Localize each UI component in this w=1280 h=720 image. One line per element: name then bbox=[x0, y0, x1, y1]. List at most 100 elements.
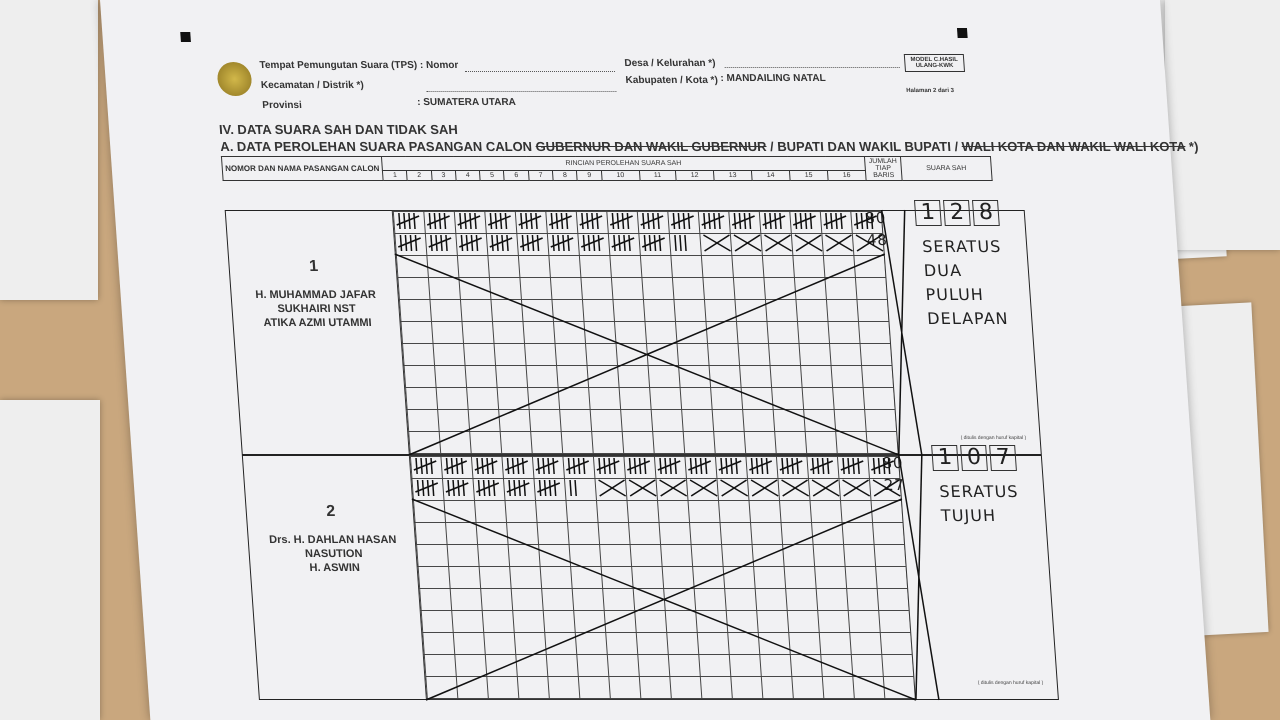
tally-stroke bbox=[458, 237, 482, 248]
tally-stroke bbox=[550, 237, 574, 248]
tally-stroke bbox=[860, 213, 864, 229]
tally-stroke bbox=[409, 235, 413, 251]
tally-stroke bbox=[603, 458, 606, 474]
tally-stroke bbox=[781, 458, 784, 474]
tally-stroke bbox=[621, 213, 625, 229]
tally-stroke bbox=[877, 458, 881, 474]
tally-stroke bbox=[842, 458, 845, 474]
tally-stroke bbox=[670, 215, 694, 226]
tally-stroke bbox=[566, 460, 590, 471]
tally-stroke bbox=[611, 237, 635, 248]
cross-out-mark bbox=[629, 479, 656, 497]
tally-stroke bbox=[643, 235, 647, 251]
z-cross-line bbox=[408, 253, 886, 456]
tally-stroke bbox=[791, 458, 794, 474]
tally-stroke bbox=[586, 213, 589, 229]
tally-stroke bbox=[882, 458, 886, 474]
tally-stroke bbox=[796, 458, 799, 474]
tally-stroke bbox=[553, 480, 557, 496]
cross-out-mark bbox=[843, 479, 870, 497]
tally-stroke bbox=[413, 460, 437, 471]
tally-stroke bbox=[496, 235, 499, 251]
tally-stroke bbox=[840, 213, 843, 229]
tally-stroke bbox=[428, 237, 452, 248]
tally-stroke bbox=[567, 235, 570, 251]
tally-stroke bbox=[774, 213, 777, 229]
tally-stroke bbox=[628, 235, 631, 251]
tally-stroke bbox=[765, 458, 769, 474]
tally-stroke bbox=[438, 213, 442, 229]
cross-out-mark bbox=[765, 234, 791, 252]
tally-stroke bbox=[430, 458, 433, 474]
tally-stroke bbox=[518, 215, 542, 226]
tally-stroke bbox=[501, 235, 504, 251]
tally-stroke bbox=[647, 213, 650, 229]
tally-stroke bbox=[535, 213, 538, 229]
tally-stroke bbox=[487, 215, 511, 226]
tally-stroke bbox=[853, 215, 877, 226]
tally-stroke bbox=[579, 215, 603, 226]
tally-stroke bbox=[476, 458, 479, 474]
subtitle-end: *) bbox=[1184, 139, 1199, 154]
cross-out-mark bbox=[721, 479, 748, 497]
tally-stroke bbox=[810, 460, 834, 471]
tally-stroke bbox=[476, 482, 500, 493]
tally-stroke bbox=[431, 480, 435, 496]
tally-stroke bbox=[840, 460, 864, 471]
tally-stroke bbox=[445, 482, 469, 493]
tally-stroke bbox=[653, 235, 657, 251]
tally-stroke bbox=[421, 480, 425, 496]
tally-stroke bbox=[643, 458, 647, 474]
tally-stroke bbox=[664, 458, 667, 474]
tally-stroke bbox=[537, 482, 561, 493]
tally-stroke bbox=[887, 458, 891, 474]
tally-stroke bbox=[708, 213, 711, 229]
handwriting-overlay bbox=[411, 454, 940, 701]
tally-stroke bbox=[520, 213, 523, 229]
tally-stroke bbox=[569, 480, 572, 496]
tally-stroke bbox=[821, 458, 825, 474]
tally-stroke bbox=[445, 458, 449, 474]
tally-stroke bbox=[804, 213, 808, 229]
tally-stroke bbox=[420, 458, 423, 474]
tally-stroke bbox=[396, 215, 420, 226]
tally-stroke bbox=[581, 213, 584, 229]
tally-stroke bbox=[596, 460, 620, 471]
tally-stroke bbox=[626, 213, 630, 229]
tally-stroke bbox=[608, 458, 611, 474]
tally-stroke bbox=[399, 235, 403, 251]
tally-stroke bbox=[823, 215, 847, 226]
tally-stroke bbox=[435, 235, 438, 251]
tally-stroke bbox=[548, 215, 572, 226]
tally-stroke bbox=[557, 235, 560, 251]
tally-stroke bbox=[674, 235, 677, 251]
tally-stroke bbox=[748, 213, 752, 229]
tally-stroke bbox=[855, 213, 859, 229]
cross-out-mark bbox=[795, 234, 822, 252]
tally-stroke bbox=[684, 235, 687, 251]
tally-stroke bbox=[779, 213, 782, 229]
tally-stroke bbox=[525, 213, 528, 229]
tally-stroke bbox=[443, 213, 447, 229]
tally-stroke bbox=[582, 235, 586, 251]
tally-stroke bbox=[689, 458, 693, 474]
z-cross-line bbox=[915, 454, 923, 701]
tally-stroke bbox=[521, 235, 525, 251]
tally-stroke bbox=[799, 213, 803, 229]
tally-stroke bbox=[677, 213, 681, 229]
tally-stroke bbox=[477, 480, 481, 496]
tally-stroke bbox=[560, 213, 564, 229]
tally-stroke bbox=[572, 458, 576, 474]
tally-stroke bbox=[506, 235, 509, 251]
tally-stroke bbox=[428, 213, 432, 229]
tally-stroke bbox=[609, 215, 633, 226]
tally-stroke bbox=[611, 213, 615, 229]
tally-stroke bbox=[749, 460, 773, 471]
tally-stroke bbox=[550, 213, 554, 229]
tally-stroke bbox=[555, 213, 559, 229]
tally-stroke bbox=[659, 458, 662, 474]
tally-stroke bbox=[469, 213, 472, 229]
tally-stroke bbox=[779, 460, 803, 471]
tally-stroke bbox=[826, 458, 830, 474]
tally-stroke bbox=[598, 458, 601, 474]
